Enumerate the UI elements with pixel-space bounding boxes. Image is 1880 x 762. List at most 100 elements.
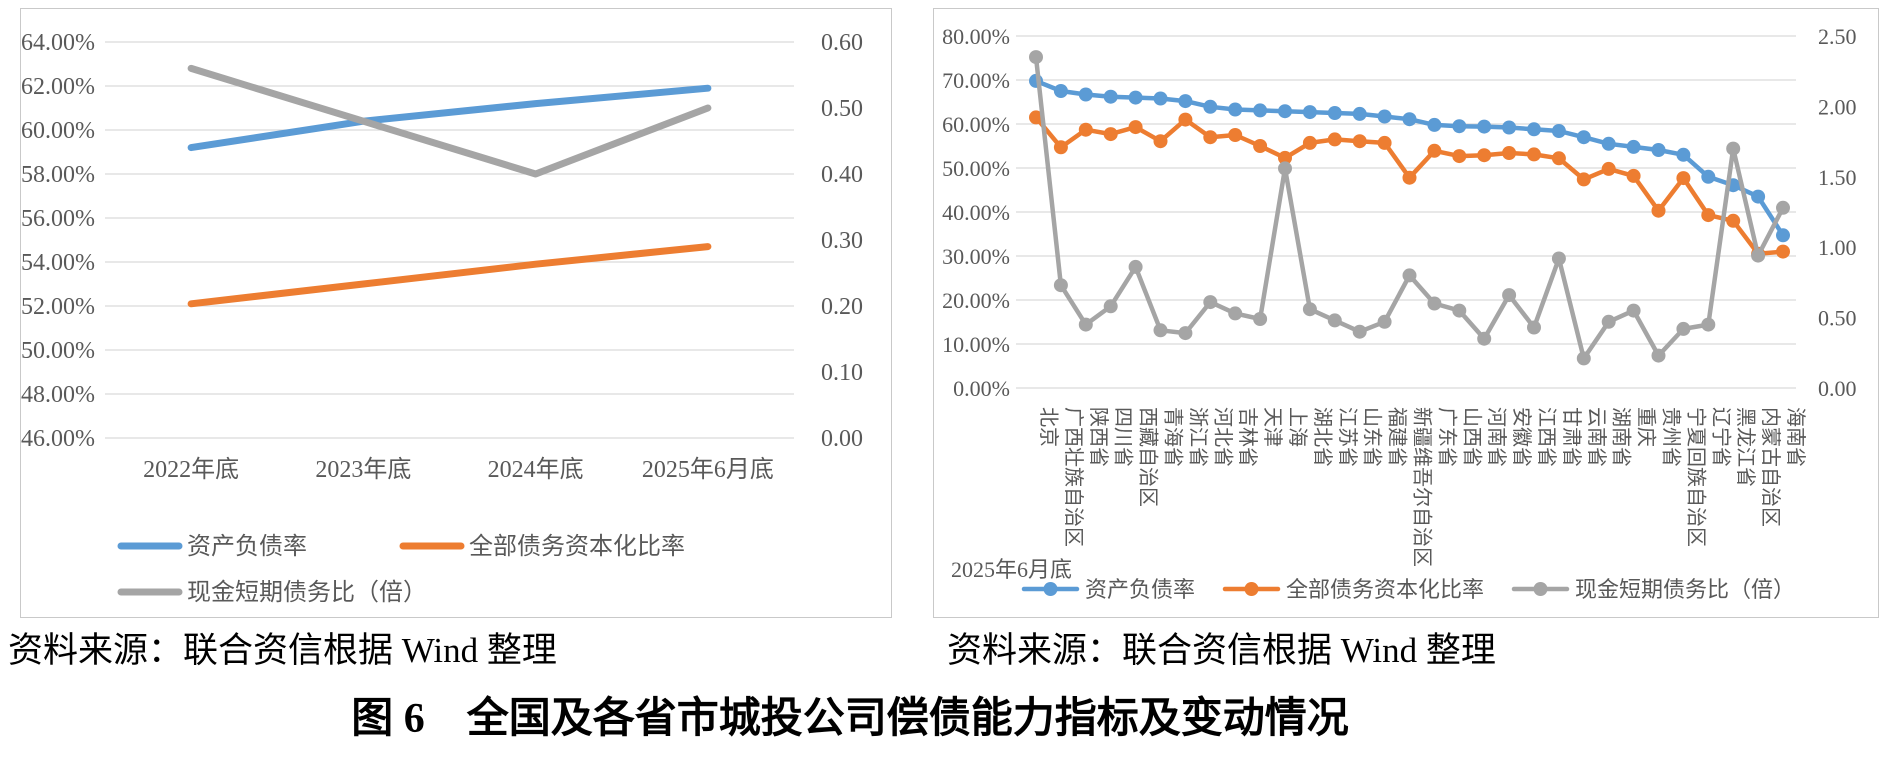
category-label: 黑龙江省: [1734, 407, 1757, 487]
data-point-marker: [1427, 143, 1442, 158]
data-point-marker: [1228, 306, 1243, 321]
data-point-marker: [1253, 103, 1268, 118]
left-chart-source-note: 资料来源：联合资信根据 Wind 整理: [8, 631, 557, 670]
data-point-marker: [1551, 151, 1566, 166]
data-point-marker: [1502, 146, 1517, 160]
left-axis-tick-label: 50.00%: [942, 156, 1010, 181]
data-point-marker: [1626, 303, 1641, 318]
right-chart-source-note: 资料来源：联合资信根据 Wind 整理: [947, 631, 1496, 670]
category-label: 西藏自治区: [1137, 407, 1160, 507]
data-point-marker: [1676, 321, 1691, 336]
data-point-marker: [1701, 169, 1716, 184]
data-point-marker: [1302, 135, 1317, 150]
category-label: 山西省: [1460, 407, 1483, 467]
data-point-marker: [1551, 124, 1566, 138]
category-label: 河北省: [1211, 407, 1234, 467]
right-axis-tick-labels: 0.60 0.50 0.40 0.30 0.20 0.10 0.00: [821, 30, 863, 452]
data-point-marker: [1128, 259, 1143, 274]
data-point-marker: [1128, 120, 1143, 135]
data-point-marker: [1427, 296, 1442, 311]
data-point-marker: [1228, 128, 1243, 142]
right-axis-tick-label: 0.40: [821, 162, 863, 188]
period-annotation: 2025年6月底: [951, 557, 1072, 582]
series-line: [187, 84, 712, 152]
category-label: 海南省: [1784, 407, 1807, 467]
left-axis-tick-label: 60.00%: [942, 112, 1010, 137]
data-point-marker: [1626, 168, 1641, 183]
data-point-marker: [1576, 172, 1591, 187]
category-label: 广西壮族自治区: [1062, 407, 1085, 547]
category-labels: 2022年底 2023年底 2024年底 2025年6月底: [143, 456, 774, 483]
left-axis-tick-label: 54.00%: [21, 250, 95, 276]
right-axis-tick-label: 0.30: [821, 228, 863, 254]
category-label: 广东省: [1435, 407, 1458, 467]
series-现金短期债务比（倍）: [1029, 50, 1790, 366]
series-line: [1033, 115, 1786, 257]
data-point-marker: [1701, 208, 1716, 223]
data-point-marker: [1601, 136, 1616, 151]
category-labels: 北京 广西壮族自治区 陕西省 四川省 西藏自治区 青海省 浙江省 河北省 吉林省 天津 上海 湖北省江…: [1037, 407, 1807, 567]
data-point-marker: [1278, 161, 1292, 176]
left-axis-tick-label: 50.00%: [21, 338, 95, 364]
data-point-marker: [1651, 143, 1666, 157]
data-point-marker: [1502, 288, 1517, 303]
data-point-marker: [1302, 302, 1317, 317]
data-point-marker: [1402, 170, 1417, 185]
series-line: [1033, 54, 1786, 361]
data-point-marker: [1527, 147, 1541, 162]
data-point-marker: [1576, 351, 1591, 366]
right-axis-tick-label: 1.00: [1818, 235, 1857, 260]
data-point-marker: [1053, 140, 1068, 155]
right-axis-tick-label: 0.00: [821, 426, 863, 452]
data-point-marker: [1253, 139, 1268, 153]
category-label: 江西省: [1535, 407, 1558, 467]
left-axis-tick-label: 70.00%: [942, 68, 1010, 93]
left-axis-tick-label: 58.00%: [21, 162, 95, 188]
category-label: 2022年底: [143, 456, 239, 483]
category-label: 安徽省: [1510, 407, 1533, 467]
data-point-marker: [1053, 84, 1068, 98]
data-point-marker: [1726, 141, 1741, 156]
data-point-marker: [1103, 299, 1118, 314]
series-现金短期债务比（倍）: [187, 64, 712, 178]
left-axis-tick-labels: 80.00% 70.00% 60.00% 50.00% 40.00% 30.00% 20.0…: [942, 24, 1010, 401]
right-axis-tick-label: 0.50: [1818, 306, 1857, 331]
data-point-marker: [1527, 320, 1541, 335]
data-point-marker: [1551, 251, 1566, 266]
data-point-marker: [1626, 139, 1641, 154]
national-trend-chart-panel: 64.00% 62.00% 60.00% 58.00% 56.00% 54.00% 52.0…: [20, 8, 892, 618]
legend-swatch-marker: [1244, 582, 1259, 596]
left-axis-tick-label: 60.00%: [21, 118, 95, 144]
data-point-marker: [1327, 313, 1342, 328]
national-trend-chart: 64.00% 62.00% 60.00% 58.00% 56.00% 54.00% 52.0…: [21, 30, 863, 606]
data-point-marker: [1726, 213, 1741, 228]
left-axis-tick-label: 46.00%: [21, 426, 95, 452]
data-point-marker: [1278, 150, 1292, 165]
left-axis-tick-labels: 64.00% 62.00% 60.00% 58.00% 56.00% 54.00% 52.0…: [21, 30, 95, 452]
data-point-marker: [1278, 104, 1292, 119]
data-point-marker: [1153, 91, 1168, 106]
data-point-marker: [1477, 331, 1492, 346]
category-label: 天津: [1261, 407, 1284, 447]
data-point-marker: [1178, 326, 1193, 341]
category-label: 新疆维吾尔自治区: [1411, 407, 1434, 567]
data-point-marker: [1701, 317, 1716, 332]
series-line: [187, 243, 712, 308]
data-point-marker: [1402, 112, 1417, 127]
right-axis-tick-label: 2.50: [1818, 24, 1857, 49]
category-label: 宁夏回族自治区: [1684, 407, 1707, 547]
legend-label: 全部债务资本化比率: [1286, 577, 1484, 602]
category-label: 上海: [1286, 407, 1309, 447]
category-label: 云南省: [1585, 407, 1608, 467]
data-point-marker: [1477, 148, 1492, 163]
data-point-marker: [1029, 110, 1043, 125]
category-label: 湖北省: [1311, 407, 1334, 467]
data-point-marker: [1327, 106, 1342, 120]
legend-label: 全部债务资本化比率: [469, 533, 685, 560]
left-axis-tick-label: 48.00%: [21, 382, 95, 408]
figure-caption: 图 6 全国及各省市城投公司偿债能力指标及变动情况: [351, 696, 1349, 742]
right-axis-tick-label: 1.50: [1818, 165, 1857, 190]
data-point-marker: [1601, 161, 1616, 176]
series-资产负债率: [187, 84, 712, 152]
gridlines: [105, 41, 794, 439]
